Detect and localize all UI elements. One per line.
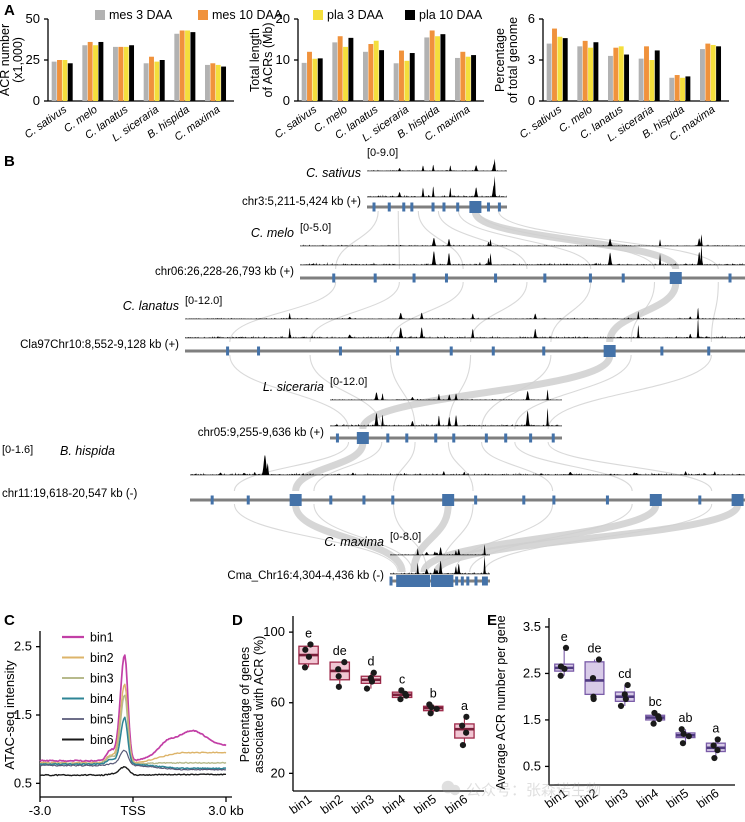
svg-text:chr06:26,228-26,793 kb (+): chr06:26,228-26,793 kb (+) [155, 266, 294, 278]
svg-text:[0-9.0]: [0-9.0] [367, 147, 398, 159]
svg-text:chr3:5,211-5,424 kb (+): chr3:5,211-5,424 kb (+) [242, 196, 361, 208]
svg-text:0.5: 0.5 [523, 758, 541, 773]
svg-text:0.5: 0.5 [14, 775, 32, 790]
svg-text:[0-12.0]: [0-12.0] [185, 295, 222, 307]
svg-text:cd: cd [618, 667, 631, 681]
svg-text:chr11:19,618-20,547 kb (-): chr11:19,618-20,547 kb (-) [2, 488, 137, 500]
svg-text:100: 100 [263, 624, 285, 639]
svg-text:a: a [712, 721, 719, 735]
svg-text:associated with ACR (%): associated with ACR (%) [252, 636, 266, 774]
svg-text:e: e [561, 630, 568, 644]
svg-text:bin4: bin4 [90, 692, 114, 706]
svg-text:a: a [461, 699, 468, 713]
svg-text:[0-12.0]: [0-12.0] [330, 376, 367, 388]
svg-text:TSS: TSS [120, 803, 146, 818]
svg-text:B. hispida: B. hispida [60, 444, 115, 458]
svg-text:de: de [333, 644, 347, 658]
svg-text:C. melo: C. melo [251, 226, 294, 240]
svg-text:C. lanatus: C. lanatus [123, 299, 179, 313]
svg-text:de: de [588, 642, 602, 656]
svg-text:bin1: bin1 [90, 631, 114, 645]
svg-text:Cla97Chr10:8,552-9,128 kb (+): Cla97Chr10:8,552-9,128 kb (+) [20, 339, 179, 351]
svg-text:chr05:9,255-9,636 kb (+): chr05:9,255-9,636 kb (+) [198, 427, 324, 439]
svg-text:bin6: bin6 [90, 733, 114, 747]
svg-text:ATAC-seq intensity: ATAC-seq intensity [2, 660, 17, 770]
svg-text:2.5: 2.5 [14, 639, 32, 654]
svg-text:bin5: bin5 [90, 713, 114, 727]
svg-text:Cma_Chr16:4,304-4,436 kb (-): Cma_Chr16:4,304-4,436 kb (-) [227, 570, 384, 582]
svg-text:2.5: 2.5 [523, 665, 541, 680]
svg-text:1.5: 1.5 [523, 712, 541, 727]
svg-text:[0-5.0]: [0-5.0] [300, 222, 331, 234]
svg-text:e: e [305, 626, 312, 640]
svg-text:d: d [367, 655, 374, 669]
svg-text:60: 60 [271, 695, 285, 710]
svg-text:[0-1.6]: [0-1.6] [2, 444, 33, 456]
svg-text:b: b [430, 687, 437, 701]
svg-text:bin3: bin3 [90, 672, 114, 686]
svg-text:3.5: 3.5 [523, 619, 541, 634]
svg-text:C. sativus: C. sativus [306, 166, 361, 180]
svg-text:-3.0: -3.0 [29, 803, 51, 818]
svg-text:c: c [399, 672, 405, 686]
svg-text:L. siceraria: L. siceraria [263, 380, 324, 394]
svg-text:bc: bc [649, 695, 662, 709]
svg-text:20: 20 [271, 765, 285, 780]
svg-text:Percentage of genes: Percentage of genes [238, 647, 252, 762]
svg-text:[0-8.0]: [0-8.0] [390, 531, 421, 543]
svg-text:ab: ab [679, 711, 693, 725]
svg-text:C. maxima: C. maxima [324, 535, 384, 549]
svg-text:Average ACR number per gene: Average ACR number per gene [494, 615, 508, 789]
svg-text:bin2: bin2 [90, 651, 114, 665]
